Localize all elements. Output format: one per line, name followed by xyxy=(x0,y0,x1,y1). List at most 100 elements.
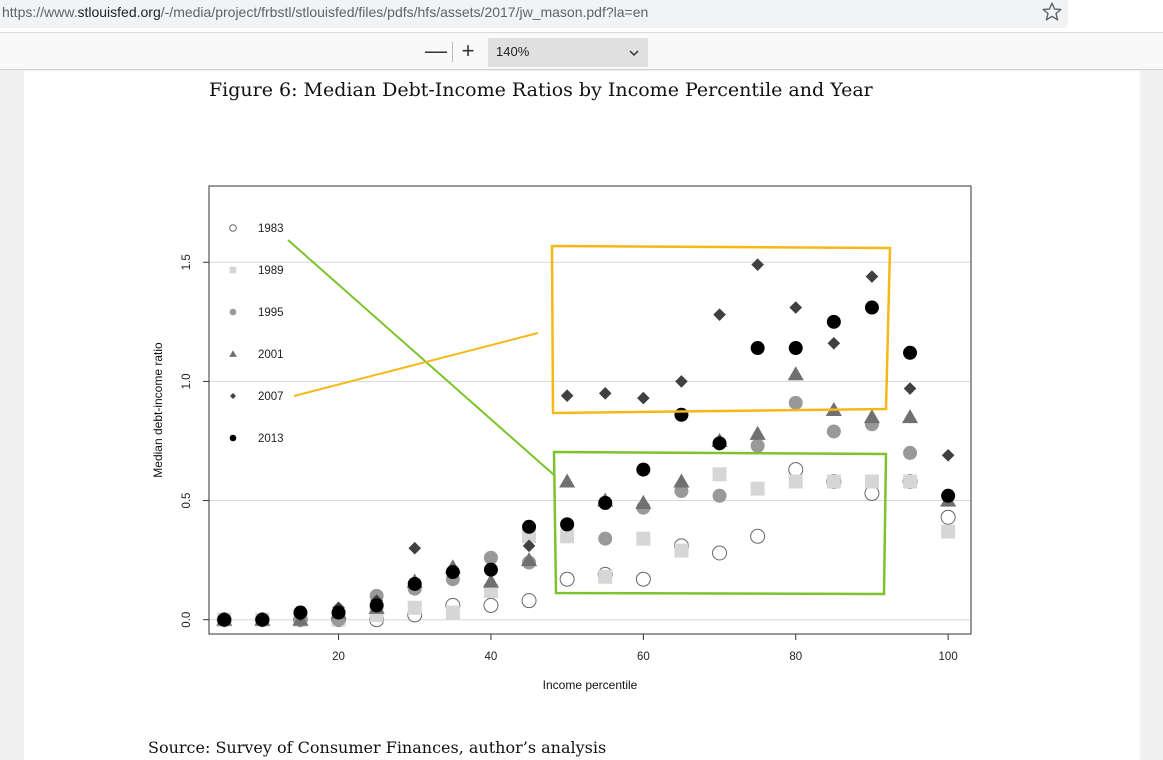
data-point-1989 xyxy=(636,531,651,546)
data-point-2001 xyxy=(673,473,690,488)
data-point-1983 xyxy=(559,571,575,587)
url-text[interactable]: https://www.stlouisfed.org/-/media/proje… xyxy=(2,4,648,20)
data-point-2007 xyxy=(941,448,955,462)
url-field[interactable]: https://www.stlouisfed.org/-/media/proje… xyxy=(0,0,1068,28)
data-point-2013 xyxy=(826,314,841,329)
data-point-2007 xyxy=(751,258,764,271)
url-path: /-/media/project/frbstl/stlouisfed/files… xyxy=(160,4,649,20)
legend-label-1995: 1995 xyxy=(258,307,284,319)
x-axis-label: Income percentile xyxy=(543,678,638,692)
data-point-1995 xyxy=(903,445,918,460)
data-point-2007 xyxy=(522,539,536,553)
legend-marker-1989 xyxy=(229,266,237,274)
chevron-down-icon xyxy=(629,50,639,57)
y-tick-label: 1.5 xyxy=(181,254,193,270)
data-point-1983 xyxy=(750,528,766,544)
data-point-2007 xyxy=(713,308,726,321)
data-point-2007 xyxy=(675,375,688,388)
data-point-2013 xyxy=(483,562,498,577)
data-point-2001 xyxy=(863,409,880,424)
x-tick-label: 20 xyxy=(332,651,345,663)
data-point-2013 xyxy=(255,612,270,627)
data-point-1989 xyxy=(826,474,841,489)
legend-marker-1983 xyxy=(229,224,237,232)
data-point-2013 xyxy=(369,598,384,613)
data-point-2013 xyxy=(522,519,537,534)
data-point-2013 xyxy=(331,605,346,620)
figure-title: Figure 6: Median Debt-Income Ratios by I… xyxy=(209,79,873,101)
data-point-2001 xyxy=(559,473,576,488)
data-point-2001 xyxy=(520,552,538,567)
data-point-2013 xyxy=(864,300,879,315)
data-point-2007 xyxy=(598,387,612,400)
url-prefix: https://www. xyxy=(2,4,78,20)
legend-label-1989: 1989 xyxy=(258,265,284,277)
zoom-out-button[interactable]: — xyxy=(425,38,447,63)
x-tick-label: 40 xyxy=(485,651,498,663)
data-point-2001 xyxy=(787,366,804,381)
data-point-2013 xyxy=(598,495,613,510)
zoom-value: 140% xyxy=(496,44,530,59)
data-point-1995 xyxy=(826,424,841,439)
y-tick-label: 0.0 xyxy=(181,612,193,628)
annotation-green-pointer xyxy=(287,239,555,476)
figure-source: Source: Survey of Consumer Finances, aut… xyxy=(148,738,607,757)
legend-label-2007: 2007 xyxy=(258,391,284,403)
data-point-1983 xyxy=(635,571,651,587)
legend-label-1983: 1983 xyxy=(258,223,284,235)
bookmark-star-icon[interactable] xyxy=(1040,0,1064,24)
y-axis-label: Median debt-income ratio xyxy=(151,342,165,478)
pdf-toolbar: — + 140% xyxy=(0,32,1163,70)
data-point-2001 xyxy=(635,494,652,509)
data-point-2013 xyxy=(941,488,956,503)
data-point-2013 xyxy=(217,612,232,627)
legend-marker-2013 xyxy=(229,434,237,442)
legend-label-2001: 2001 xyxy=(258,349,284,361)
data-point-1989 xyxy=(674,543,689,558)
data-point-1995 xyxy=(712,488,727,503)
data-point-2007 xyxy=(560,389,574,403)
data-point-2007 xyxy=(903,382,917,395)
data-point-1989 xyxy=(407,600,422,615)
data-point-2013 xyxy=(788,341,803,356)
data-point-1989 xyxy=(750,481,765,496)
scatter-chart: 0.0 0.5 1.0 1.5 20 40 60 80 100 Income percentile… xyxy=(151,185,972,692)
data-point-1989 xyxy=(598,569,613,584)
zoom-in-button[interactable]: + xyxy=(461,38,475,63)
data-point-1983 xyxy=(521,593,537,609)
data-point-2013 xyxy=(293,605,308,620)
data-point-1989 xyxy=(941,524,956,539)
data-point-1989 xyxy=(903,474,918,489)
data-point-2013 xyxy=(712,436,727,451)
zoom-select[interactable]: 140% xyxy=(488,38,648,67)
data-point-1989 xyxy=(712,467,727,482)
legend-marker-2007 xyxy=(230,393,236,399)
annotation-orange-box xyxy=(550,244,892,415)
data-point-1983 xyxy=(712,545,728,561)
data-point-1983 xyxy=(940,509,956,525)
data-point-2007 xyxy=(637,391,650,405)
pdf-viewer[interactable]: Figure 6: Median Debt-Income Ratios by I… xyxy=(0,71,1163,760)
data-point-1995 xyxy=(750,438,765,453)
x-tick-label: 80 xyxy=(789,651,802,663)
data-point-2013 xyxy=(560,517,575,532)
data-point-1983 xyxy=(788,462,804,478)
data-point-1983 xyxy=(864,485,880,501)
data-point-2013 xyxy=(903,345,918,360)
data-point-1995 xyxy=(788,395,803,410)
pdf-page: Figure 6: Median Debt-Income Ratios by I… xyxy=(24,71,1140,760)
data-point-1995 xyxy=(483,550,498,565)
toolbar-divider xyxy=(452,42,453,62)
legend-marker-2001 xyxy=(229,350,237,357)
data-point-2007 xyxy=(827,336,841,350)
data-point-2001 xyxy=(901,409,919,424)
data-point-2013 xyxy=(407,576,422,591)
data-point-1989 xyxy=(788,474,803,489)
data-point-1983 xyxy=(483,597,499,613)
data-point-1995 xyxy=(598,531,613,546)
data-point-2007 xyxy=(865,270,879,283)
data-point-2007 xyxy=(408,541,422,555)
x-tick-label: 60 xyxy=(637,651,650,663)
data-point-2013 xyxy=(750,341,765,356)
data-point-1989 xyxy=(560,529,575,544)
